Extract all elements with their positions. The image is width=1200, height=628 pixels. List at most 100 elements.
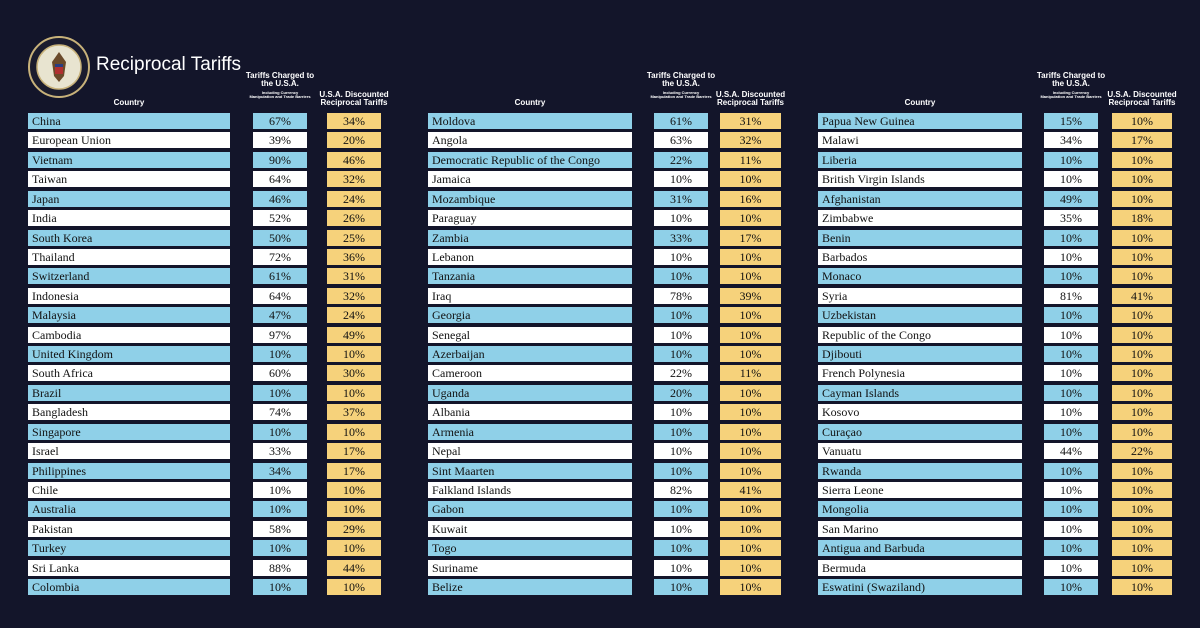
- discounted-cell: 10%: [1112, 171, 1172, 188]
- charged-cell: 10%: [654, 423, 708, 440]
- charged-header: Tariffs Charged to the U.S.A.: [646, 71, 716, 89]
- country-cell: Bangladesh: [28, 404, 230, 421]
- country-cell: Israel: [28, 443, 230, 460]
- discounted-cell: 46%: [327, 151, 381, 168]
- country-cell: Nepal: [428, 443, 632, 460]
- country-cell: South Africa: [28, 365, 230, 382]
- discounted-cell: 25%: [327, 229, 381, 246]
- charged-note: Including Currency Manipulation and Trad…: [650, 90, 712, 100]
- discounted-cell: 10%: [1112, 404, 1172, 421]
- charged-cell: 10%: [654, 326, 708, 343]
- charged-cell: 10%: [1044, 481, 1098, 498]
- discounted-cell: 10%: [327, 579, 381, 596]
- country-cell: Philippines: [28, 462, 230, 479]
- discounted-cell: 36%: [327, 248, 381, 265]
- discounted-cell: 18%: [1112, 210, 1172, 227]
- discounted-cell: 24%: [327, 190, 381, 207]
- country-cell: Vietnam: [28, 151, 230, 168]
- country-cell: Antigua and Barbuda: [818, 540, 1022, 557]
- discounted-cell: 10%: [327, 384, 381, 401]
- charged-cell: 10%: [253, 423, 307, 440]
- country-cell: Jamaica: [428, 171, 632, 188]
- country-cell: Kosovo: [818, 404, 1022, 421]
- discounted-cell: 10%: [1112, 384, 1172, 401]
- discounted-cell: 10%: [720, 443, 781, 460]
- charged-cell: 64%: [253, 171, 307, 188]
- discounted-cell: 10%: [1112, 540, 1172, 557]
- discounted-cell: 10%: [720, 579, 781, 596]
- discounted-cell: 32%: [327, 287, 381, 304]
- discounted-cell: 10%: [720, 171, 781, 188]
- country-cell: Monaco: [818, 268, 1022, 285]
- discounted-cell: 10%: [327, 501, 381, 518]
- country-cell: Curaçao: [818, 423, 1022, 440]
- charged-cell: 44%: [1044, 443, 1098, 460]
- discounted-cell: 10%: [1112, 481, 1172, 498]
- country-cell: Afghanistan: [818, 190, 1022, 207]
- charged-cell: 10%: [1044, 248, 1098, 265]
- country-cell: South Korea: [28, 229, 230, 246]
- country-cell: Australia: [28, 501, 230, 518]
- discounted-cell: 39%: [720, 287, 781, 304]
- discounted-cell: 10%: [720, 268, 781, 285]
- charged-cell: 88%: [253, 559, 307, 576]
- charged-cell: 22%: [654, 151, 708, 168]
- country-cell: Djibouti: [818, 346, 1022, 363]
- charged-cell: 10%: [654, 559, 708, 576]
- discounted-cell: 10%: [1112, 579, 1172, 596]
- discounted-cell: 24%: [327, 307, 381, 324]
- country-cell: China: [28, 113, 230, 129]
- charged-cell: 33%: [654, 229, 708, 246]
- discounted-cell: 11%: [720, 365, 781, 382]
- discounted-cell: 34%: [327, 113, 381, 129]
- country-cell: Uzbekistan: [818, 307, 1022, 324]
- charged-cell: 10%: [654, 579, 708, 596]
- discounted-cell: 41%: [720, 481, 781, 498]
- country-cell: Bermuda: [818, 559, 1022, 576]
- country-cell: Iraq: [428, 287, 632, 304]
- title: Reciprocal Tariffs: [96, 54, 242, 75]
- country-cell: United Kingdom: [28, 346, 230, 363]
- charged-cell: 10%: [253, 501, 307, 518]
- discounted-cell: 31%: [720, 113, 781, 129]
- discounted-cell: 10%: [720, 520, 781, 537]
- discounted-cell: 10%: [720, 248, 781, 265]
- discounted-cell: 17%: [720, 229, 781, 246]
- charged-cell: 60%: [253, 365, 307, 382]
- charged-cell: 74%: [253, 404, 307, 421]
- discounted-cell: 10%: [327, 540, 381, 557]
- country-cell: Tanzania: [428, 268, 632, 285]
- charged-cell: 10%: [1044, 307, 1098, 324]
- charged-cell: 10%: [1044, 520, 1098, 537]
- charged-cell: 10%: [1044, 151, 1098, 168]
- country-cell: Moldova: [428, 113, 632, 129]
- country-cell: Vanuatu: [818, 443, 1022, 460]
- country-cell: French Polynesia: [818, 365, 1022, 382]
- discounted-cell: 10%: [720, 540, 781, 557]
- charged-cell: 10%: [654, 346, 708, 363]
- country-cell: Barbados: [818, 248, 1022, 265]
- charged-cell: 15%: [1044, 113, 1098, 129]
- discounted-cell: 10%: [1112, 151, 1172, 168]
- charged-cell: 10%: [253, 346, 307, 363]
- charged-cell: 90%: [253, 151, 307, 168]
- country-cell: Eswatini (Swaziland): [818, 579, 1022, 596]
- country-cell: Georgia: [428, 307, 632, 324]
- country-cell: Azerbaijan: [428, 346, 632, 363]
- country-cell: Sierra Leone: [818, 481, 1022, 498]
- charged-cell: 10%: [1044, 365, 1098, 382]
- country-cell: Democratic Republic of the Congo: [428, 151, 632, 168]
- charged-cell: 81%: [1044, 287, 1098, 304]
- discounted-cell: 10%: [1112, 520, 1172, 537]
- country-cell: Pakistan: [28, 520, 230, 537]
- charged-cell: 46%: [253, 190, 307, 207]
- charged-cell: 10%: [1044, 404, 1098, 421]
- charged-cell: 52%: [253, 210, 307, 227]
- discounted-cell: 10%: [1112, 423, 1172, 440]
- charged-cell: 10%: [654, 210, 708, 227]
- discounted-cell: 10%: [327, 346, 381, 363]
- charged-cell: 10%: [654, 501, 708, 518]
- charged-cell: 10%: [1044, 171, 1098, 188]
- country-header: Country: [113, 98, 145, 107]
